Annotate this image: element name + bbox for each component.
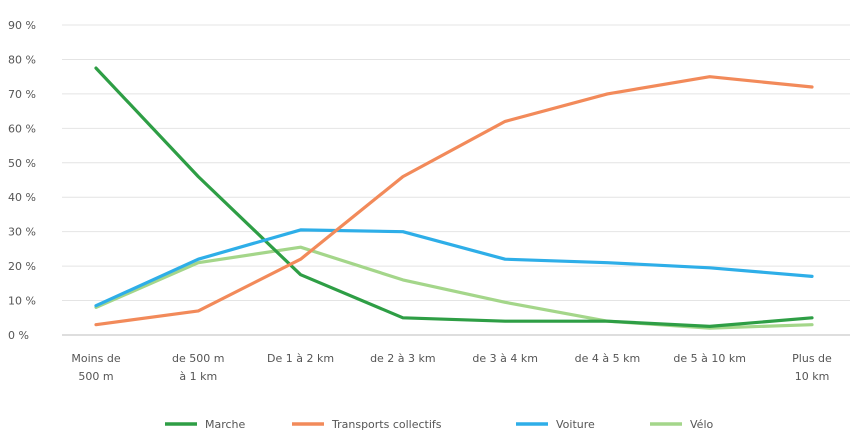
- series-lines: [94, 66, 814, 330]
- legend-item: Transports collectifs: [292, 418, 442, 431]
- legend-label: Transports collectifs: [331, 418, 442, 431]
- legend-item: Vélo: [650, 418, 713, 431]
- series-line-transports-collectifs: [94, 75, 814, 327]
- series-line-marche: [94, 66, 814, 328]
- legend-item: Voiture: [516, 418, 595, 431]
- x-tick-label: De 1 à 2 km: [267, 352, 334, 365]
- y-tick-label: 30 %: [8, 226, 36, 239]
- y-tick-label: 10 %: [8, 295, 36, 308]
- y-axis-tick-labels: 0 % 10 % 20 % 30 % 40 % 50 % 60 % 70 % 80 % 90 %: [8, 19, 36, 342]
- x-tick-label: de 2 à 3 km: [370, 352, 436, 365]
- x-tick-label: Moins de 500 m: [71, 352, 120, 383]
- legend-label: Vélo: [690, 418, 713, 431]
- y-tick-label: 40 %: [8, 191, 36, 204]
- x-tick-label: de 3 à 4 km: [472, 352, 538, 365]
- x-tick-label: de 5 à 10 km: [673, 352, 746, 365]
- series-line-voiture: [94, 228, 814, 308]
- grid-lines: [62, 24, 850, 336]
- y-tick-label: 0 %: [8, 329, 29, 342]
- legend: Marche Transports collectifs Voiture Vélo: [165, 418, 713, 431]
- x-tick-label: Plus de 10 km: [792, 352, 832, 383]
- legend-item: Marche: [165, 418, 246, 431]
- y-tick-label: 20 %: [8, 260, 36, 273]
- legend-label: Marche: [205, 418, 246, 431]
- y-tick-label: 50 %: [8, 157, 36, 170]
- x-tick-label: de 4 à 5 km: [575, 352, 641, 365]
- y-tick-label: 90 %: [8, 19, 36, 32]
- y-tick-label: 80 %: [8, 53, 36, 66]
- y-tick-label: 70 %: [8, 88, 36, 101]
- y-tick-label: 60 %: [8, 122, 36, 135]
- legend-label: Voiture: [556, 418, 595, 431]
